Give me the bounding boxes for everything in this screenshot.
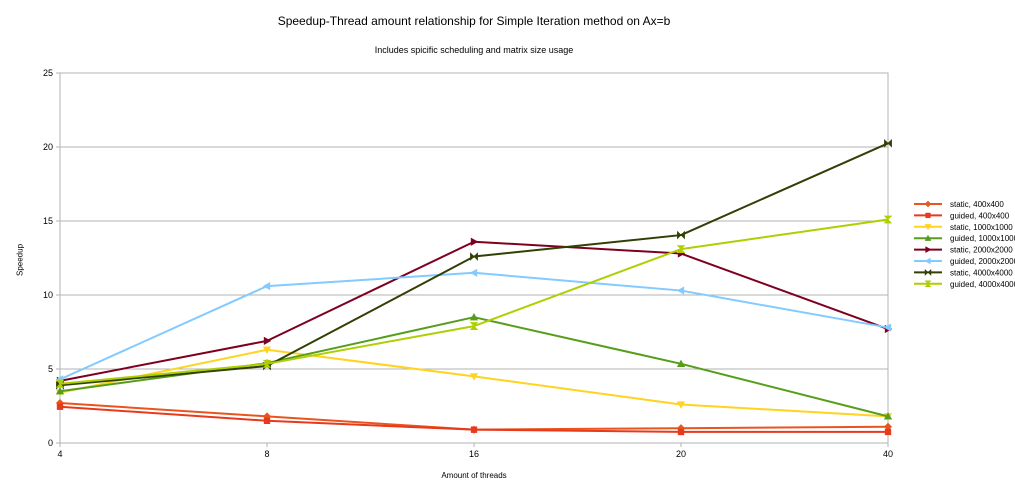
data-point-static-1000x1000 (262, 346, 272, 354)
data-point-static-1000x1000 (469, 373, 479, 381)
data-point-guided-400x400 (884, 428, 892, 436)
legend-label: static, 1000x1000 (950, 223, 1013, 232)
legend-label: guided, 2000x2000 (950, 257, 1015, 266)
data-point-guided-1000x1000 (55, 386, 65, 395)
data-point-static-2000x2000 (263, 336, 272, 345)
legend-marker-static-400x400 (924, 200, 932, 208)
data-point-guided-4000x4000 (676, 245, 686, 254)
x-tick-label: 4 (57, 449, 62, 459)
data-point-guided-400x400 (56, 403, 64, 410)
data-point-guided-4000x4000 (262, 359, 272, 368)
legend-marker-static-4000x4000 (924, 268, 932, 277)
data-point-guided-400x400 (263, 417, 271, 424)
data-point-guided-400x400 (470, 426, 478, 433)
y-tick-label: 5 (48, 364, 53, 374)
data-point-guided-1000x1000 (676, 359, 686, 367)
data-point-static-4000x4000 (677, 230, 685, 240)
y-tick-label: 0 (48, 438, 53, 448)
data-point-guided-2000x2000 (676, 286, 685, 295)
data-point-guided-400x400 (677, 428, 685, 436)
y-axis-label: Speedup (15, 243, 25, 277)
x-tick-label: 20 (676, 449, 686, 459)
legend-marker-static-2000x2000 (925, 246, 932, 254)
legend-label: static, 2000x2000 (950, 246, 1013, 255)
data-point-guided-4000x4000 (55, 379, 65, 388)
data-point-guided-2000x2000 (883, 323, 892, 332)
data-point-static-4000x4000 (470, 252, 478, 261)
series-line-guided-4000x4000 (59, 218, 889, 385)
legend-marker-static-1000x1000 (924, 224, 932, 231)
data-point-static-2000x2000 (470, 237, 479, 246)
data-point-guided-4000x4000 (469, 322, 479, 330)
series-line-static-4000x4000 (59, 142, 889, 387)
legend-label: guided, 4000x4000 (950, 280, 1015, 289)
y-tick-label: 25 (43, 68, 53, 78)
legend-marker-guided-2000x2000 (924, 257, 931, 265)
x-tick-label: 40 (883, 449, 893, 459)
data-point-static-1000x1000 (676, 401, 686, 409)
series-line-static-1000x1000 (59, 348, 889, 418)
y-tick-label: 20 (43, 142, 53, 152)
y-tick-label: 10 (43, 290, 53, 300)
chart-title: Speedup-Thread amount relationship for S… (277, 14, 671, 28)
legend-label: guided, 1000x1000 (950, 234, 1015, 243)
plot-area (59, 72, 889, 444)
data-point-guided-2000x2000 (469, 268, 478, 277)
series-line-static-2000x2000 (59, 240, 889, 382)
y-tick-label: 15 (43, 216, 53, 226)
x-tick-label: 16 (469, 449, 479, 459)
chart-subtitle: Includes spicific scheduling and matrix … (374, 45, 574, 55)
legend-label: static, 4000x4000 (950, 268, 1013, 277)
legend-marker-guided-4000x4000 (924, 280, 932, 288)
x-tick-label: 8 (264, 449, 269, 459)
x-axis-label: Amount of threads (441, 471, 507, 480)
legend-marker-guided-400x400 (925, 212, 931, 219)
legend-label: static, 400x400 (950, 200, 1004, 209)
data-point-guided-4000x4000 (883, 215, 893, 224)
data-point-guided-1000x1000 (883, 412, 893, 420)
legend-marker-guided-1000x1000 (924, 234, 932, 241)
data-point-static-4000x4000 (884, 138, 892, 148)
data-point-guided-2000x2000 (262, 282, 271, 291)
data-point-guided-1000x1000 (469, 312, 479, 321)
legend-label: guided, 400x400 (950, 211, 1010, 220)
